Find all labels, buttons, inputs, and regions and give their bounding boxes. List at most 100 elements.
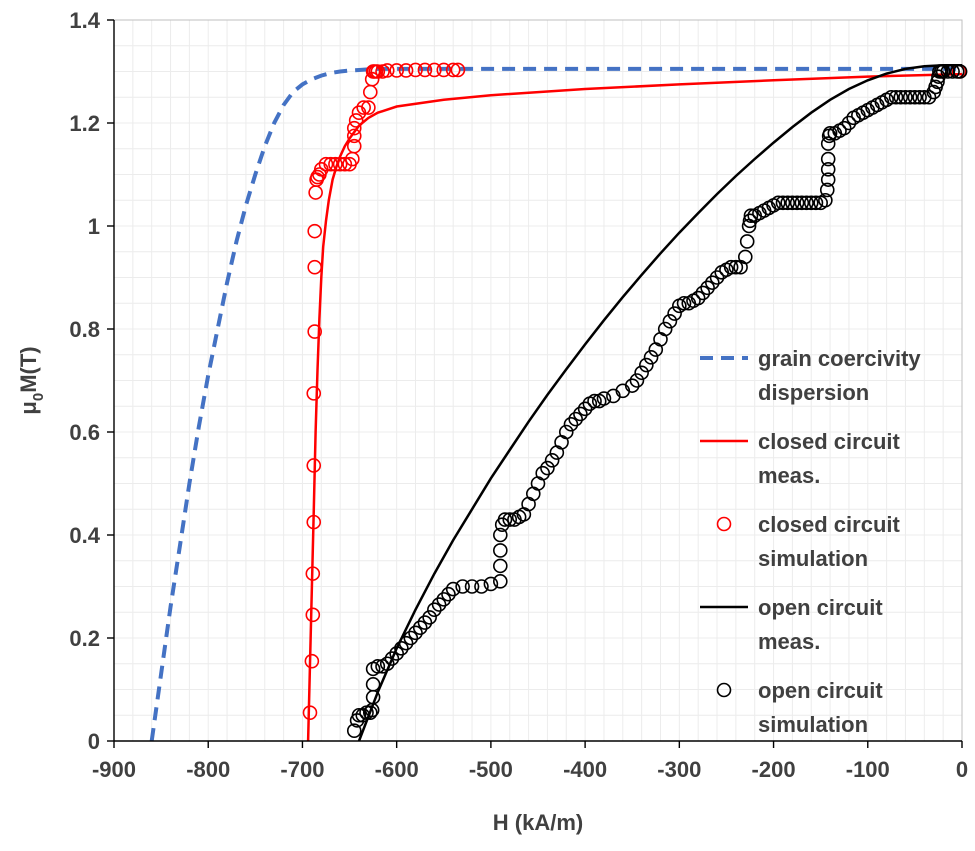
data-point	[573, 406, 588, 422]
legend-label: meas.	[758, 463, 820, 488]
data-point	[328, 156, 343, 172]
data-point	[820, 172, 836, 187]
data-point	[362, 84, 378, 100]
data-point	[836, 120, 852, 136]
legend-label: open circuit	[758, 678, 883, 703]
data-point	[841, 115, 857, 131]
data-point	[379, 63, 395, 78]
data-point	[742, 213, 758, 229]
data-point	[445, 62, 461, 78]
data-point	[408, 625, 423, 641]
data-point	[398, 635, 414, 651]
data-point	[346, 723, 362, 739]
data-point	[307, 259, 322, 275]
data-point	[304, 653, 320, 669]
data-point	[379, 656, 395, 672]
data-point	[445, 581, 461, 597]
data-point	[483, 576, 499, 592]
y-tick-label: 1.4	[69, 8, 100, 33]
data-point	[820, 151, 836, 167]
legend-item-closed-circuit-simulation: closed circuit simulation	[716, 512, 901, 571]
series-open-circuit-meas	[357, 64, 962, 742]
data-point	[535, 465, 551, 481]
legend-label: meas.	[758, 629, 820, 654]
data-point	[323, 156, 339, 172]
data-point	[362, 705, 378, 720]
legend-label: closed circuit	[758, 429, 901, 454]
data-point	[770, 195, 786, 211]
data-point	[884, 89, 899, 105]
data-point	[780, 195, 795, 211]
x-tick-label: -300	[657, 757, 701, 782]
data-point	[431, 597, 447, 612]
data-point	[935, 64, 951, 79]
x-tick-label: -800	[186, 757, 230, 782]
data-point	[302, 705, 318, 720]
data-point	[408, 62, 423, 78]
series-grain-coercivity-dispersion	[149, 66, 962, 742]
data-point	[318, 156, 334, 172]
x-tick-label: -400	[563, 757, 607, 782]
data-point	[305, 566, 321, 581]
legend-marker	[716, 682, 732, 698]
series-line	[306, 72, 963, 742]
x-tick-label: -500	[469, 757, 513, 782]
data-point	[310, 169, 325, 185]
data-point	[502, 512, 518, 527]
data-point	[629, 373, 645, 388]
data-point	[493, 558, 508, 574]
data-point	[427, 62, 442, 78]
data-point	[808, 195, 824, 211]
data-point	[667, 306, 682, 321]
data-point	[639, 357, 654, 373]
legend: grain coercivity dispersion closed circuit…	[700, 346, 921, 737]
data-point	[952, 64, 968, 79]
data-point	[709, 270, 725, 285]
x-tick-label: 0	[956, 757, 968, 782]
legend-label: closed circuit	[758, 512, 901, 537]
data-point	[412, 620, 428, 636]
series-line	[357, 64, 962, 742]
data-point	[945, 64, 960, 79]
data-point	[306, 386, 322, 401]
data-point	[361, 100, 376, 115]
data-point	[596, 391, 612, 406]
data-point	[902, 89, 918, 105]
legend-item-grain-coercivity-dispersion: grain coercivity dispersion	[700, 346, 921, 405]
data-point	[493, 574, 508, 589]
data-point	[577, 401, 593, 417]
y-tick-label: 0.4	[69, 523, 100, 548]
data-point	[384, 651, 400, 666]
data-point	[422, 610, 437, 625]
data-point	[346, 120, 362, 136]
data-point	[436, 592, 452, 607]
x-axis-title: H (kA/m)	[493, 810, 583, 835]
legend-marker	[716, 516, 732, 532]
data-point	[737, 249, 753, 265]
data-point	[332, 156, 348, 172]
data-point	[305, 607, 321, 623]
series-closed-circuit-simulation	[302, 62, 967, 720]
data-point	[493, 543, 508, 558]
data-point	[370, 659, 386, 674]
data-point	[417, 62, 433, 78]
data-point	[356, 100, 371, 115]
data-point	[370, 64, 386, 79]
data-point	[819, 182, 835, 198]
data-point	[643, 350, 659, 365]
y-tick-label: 0.2	[69, 626, 100, 651]
data-point	[634, 365, 649, 381]
data-point	[307, 324, 322, 339]
series-group	[149, 62, 968, 742]
series-closed-circuit-meas	[306, 72, 963, 742]
data-point	[803, 195, 819, 211]
data-point	[544, 453, 560, 468]
y-axis-title-suffix: M(T)	[16, 346, 41, 392]
data-point	[676, 295, 692, 311]
data-point	[403, 630, 419, 646]
data-point	[474, 579, 489, 594]
x-tick-label: -700	[280, 757, 324, 782]
data-point	[820, 136, 836, 151]
y-tick-label: 0.8	[69, 317, 100, 342]
